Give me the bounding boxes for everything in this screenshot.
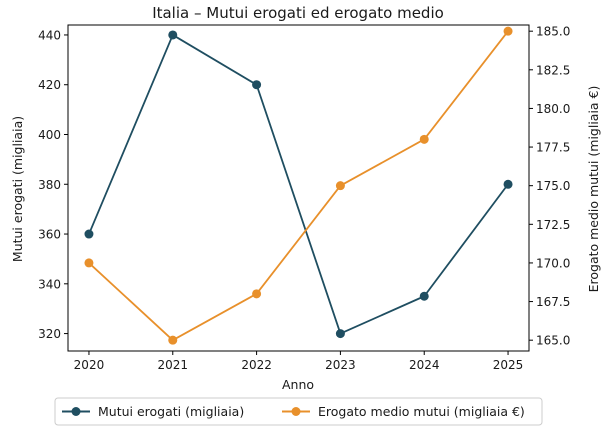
left-y-tick-label: 400 (38, 128, 61, 142)
series-2-point (419, 134, 429, 144)
x-tick-label: 2024 (409, 358, 440, 372)
left-y-tick-label: 440 (38, 28, 61, 42)
right-y-axis-label: Erogato medio mutui (migliaia €) (586, 86, 601, 293)
legend-entry-mutui-erogati: Mutui erogati (migliaia) (62, 404, 244, 419)
series-1-point (84, 229, 94, 239)
plot-frame (67, 24, 530, 352)
right-y-tick-label: 182.5 (536, 63, 570, 77)
series-points (84, 26, 513, 345)
legend-label-series1: Mutui erogati (migliaia) (98, 404, 244, 419)
series-2-point (84, 258, 94, 268)
x-tick-label: 2025 (493, 358, 524, 372)
right-y-tick-label: 165.0 (536, 334, 570, 348)
series-1-point (335, 329, 345, 339)
series-1-point (168, 30, 178, 40)
legend: Mutui erogati (migliaia) Erogato medio m… (54, 397, 543, 426)
legend-marker-series2 (291, 407, 301, 416)
legend-label-series2: Erogato medio mutui (migliaia €) (318, 404, 525, 419)
x-tick-label: 2020 (74, 358, 105, 372)
series-1-point (503, 179, 513, 189)
chart-title: Italia – Mutui erogati ed erogato medio (152, 4, 444, 22)
x-tick-label: 2022 (241, 358, 272, 372)
right-y-tick-label: 177.5 (536, 141, 570, 155)
series-line-2 (88, 30, 509, 342)
series-1-point (419, 291, 429, 301)
series-2-point (503, 26, 513, 36)
right-y-tick-label: 167.5 (536, 295, 570, 309)
series-lines (88, 30, 509, 342)
left-y-tick-label: 320 (38, 327, 61, 341)
series-line-1 (88, 34, 509, 335)
left-y-tick-label: 360 (38, 228, 61, 242)
series-2-point (335, 181, 345, 191)
plot-border (67, 24, 530, 352)
right-y-tick-label: 170.0 (536, 256, 570, 270)
left-y-tick-label: 340 (38, 277, 61, 291)
legend-marker-series1 (71, 407, 81, 416)
right-y-tick-label: 180.0 (536, 102, 570, 116)
left-y-tick-label: 420 (38, 78, 61, 92)
series-2-point (252, 289, 262, 299)
x-tick-label: 2021 (157, 358, 188, 372)
right-y-tick-label: 185.0 (536, 25, 570, 39)
x-axis-label: Anno (282, 377, 314, 392)
series-2-point (168, 335, 178, 345)
left-y-axis-label: Mutui erogati (migliaia) (10, 116, 25, 262)
left-y-tick-label: 380 (38, 178, 61, 192)
series-1-point (252, 80, 262, 90)
left-y-axis-ticks: 320 340 360 380 400 420 440 (38, 28, 68, 341)
x-tick-label: 2023 (325, 358, 356, 372)
right-y-axis-ticks: 165.0 167.5 170.0 172.5 175.0 177.5 180.0 182.5… (529, 25, 570, 348)
right-y-tick-label: 175.0 (536, 179, 570, 193)
x-axis-ticks: 2020 2021 2022 2023 2024 2025 (74, 351, 524, 372)
legend-entry-erogato-medio: Erogato medio mutui (migliaia €) (282, 404, 525, 419)
right-y-tick-label: 172.5 (536, 218, 570, 232)
